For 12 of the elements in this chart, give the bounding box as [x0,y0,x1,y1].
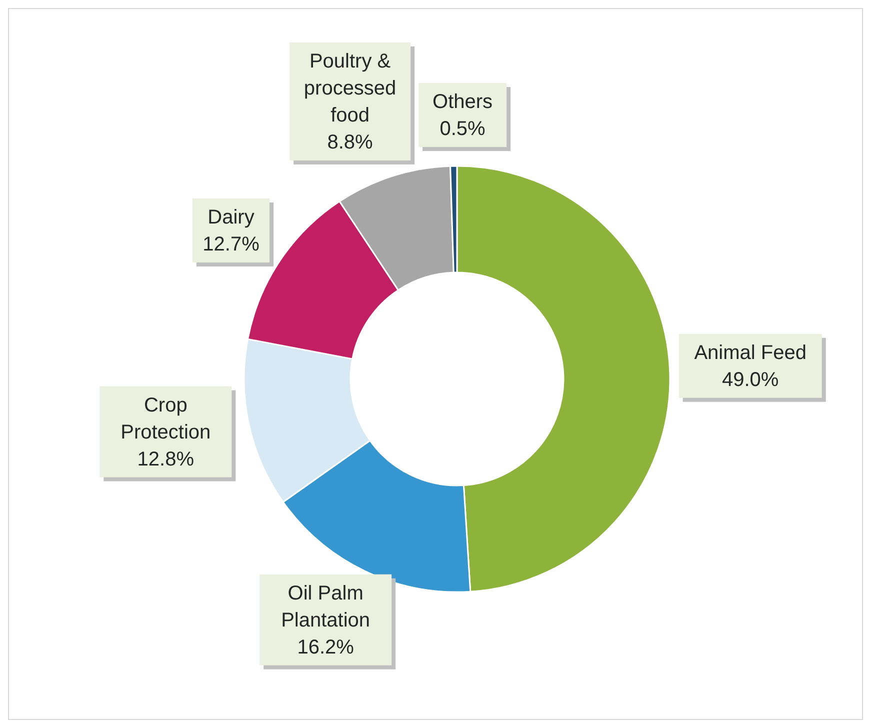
data-label: 16.2% [297,636,354,658]
data-label: 8.8% [327,131,374,154]
slice-label: Dairy [208,206,254,228]
data-label: 0.5% [440,118,486,140]
slice-label: Others [432,91,493,114]
slice-label: Animal Feed [694,342,806,364]
slice-label: Crop Protection [120,394,211,444]
data-label: 12.7% [202,233,260,256]
slice-label: Poultry & processed food [304,50,396,126]
data-label: 49.0% [722,368,779,391]
data-label: 12.8% [137,448,194,470]
slice-label: Oil Palm Plantation [281,582,370,632]
